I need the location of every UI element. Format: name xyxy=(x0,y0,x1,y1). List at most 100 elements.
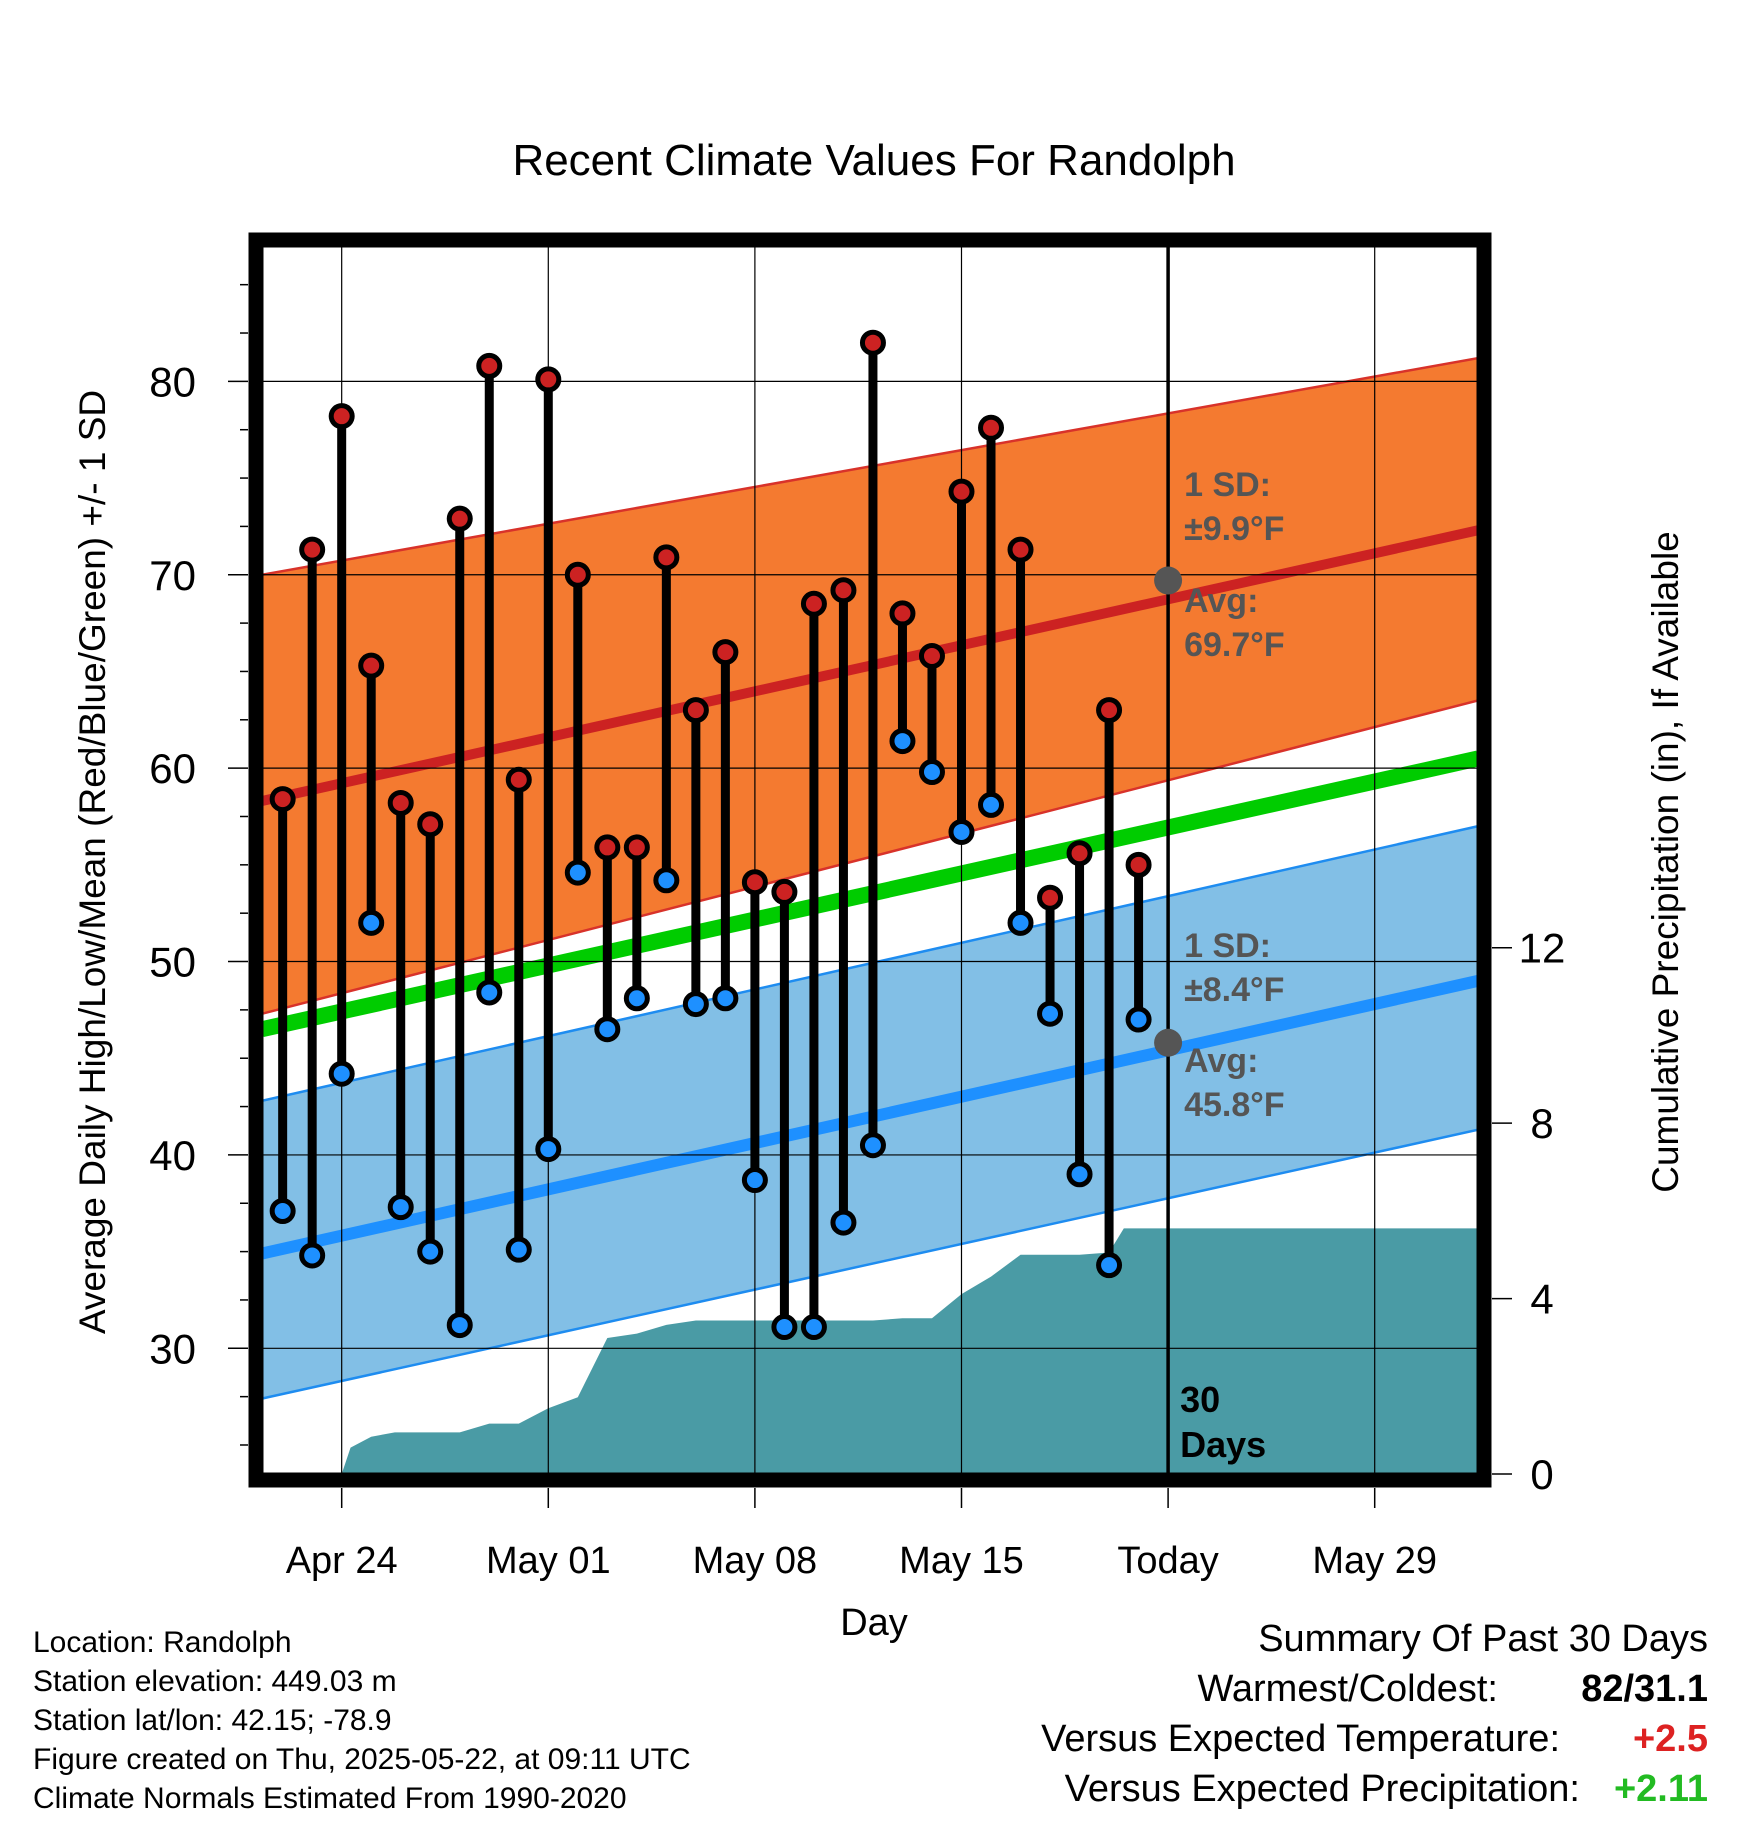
today-days-label: 30 xyxy=(1180,1379,1220,1420)
y-tick-label: 80 xyxy=(149,358,196,405)
high-sd-label: 1 SD: xyxy=(1184,466,1271,504)
daily-high-point xyxy=(1037,884,1064,911)
y-tick-label: 70 xyxy=(149,552,196,599)
daily-high-point xyxy=(1096,697,1123,724)
today-high-avg-marker xyxy=(1154,566,1183,595)
normals-text: Climate Normals Estimated From 1990-2020 xyxy=(33,1782,627,1815)
daily-low-point xyxy=(1096,1252,1123,1279)
daily-low-point xyxy=(712,985,739,1012)
location-text: Location: Randolph xyxy=(33,1626,292,1659)
daily-low-point xyxy=(682,991,709,1018)
daily-high-point xyxy=(918,642,945,669)
daily-low-point xyxy=(889,728,916,755)
y2-tick-label: 4 xyxy=(1530,1276,1553,1323)
warmest-value: 82/31.1 xyxy=(1581,1668,1708,1710)
elevation-text: Station elevation: 449.03 m xyxy=(33,1665,397,1698)
chart-title: Recent Climate Values For Randolph xyxy=(512,136,1235,185)
daily-low-point xyxy=(1125,1006,1152,1033)
high-sd-value: ±9.9°F xyxy=(1184,510,1284,548)
daily-high-point xyxy=(387,789,414,816)
today-days-label: Days xyxy=(1180,1424,1266,1465)
today-low-avg-marker xyxy=(1154,1028,1183,1057)
y2-tick-label: 12 xyxy=(1519,925,1566,972)
x-tick-label: May 08 xyxy=(693,1540,818,1582)
daily-high-point xyxy=(653,544,680,571)
daily-high-point xyxy=(1125,851,1152,878)
summary-warmest-row: Warmest/Coldest: 82/31.1 xyxy=(0,1668,1748,1718)
y2-tick-label: 8 xyxy=(1530,1100,1553,1147)
daily-high-point xyxy=(800,590,827,617)
daily-high-point xyxy=(830,577,857,604)
summary-precip-row: Versus Expected Precipitation: +2.11 xyxy=(0,1768,1748,1818)
summary-title: Summary Of Past 30 Days xyxy=(1258,1618,1708,1660)
daily-high-point xyxy=(741,869,768,896)
daily-low-point xyxy=(446,1312,473,1339)
high-avg-value: 69.7°F xyxy=(1184,626,1285,664)
daily-high-point xyxy=(978,414,1005,441)
x-tick-label: Apr 24 xyxy=(286,1540,398,1582)
daily-low-point xyxy=(535,1136,562,1163)
daily-high-point xyxy=(564,561,591,588)
daily-low-point xyxy=(978,791,1005,818)
daily-high-point xyxy=(1066,840,1093,867)
daily-high-point xyxy=(417,811,444,838)
daily-high-point xyxy=(682,697,709,724)
y-tick-label: 60 xyxy=(149,745,196,792)
daily-low-point xyxy=(1007,909,1034,936)
daily-high-point xyxy=(859,329,886,356)
daily-high-point xyxy=(269,786,296,813)
plot-area: 1 SD: ±9.9°F Avg: 69.7°F 1 SD: ±8.4°F Avg: 45.8… xyxy=(262,246,1478,1474)
daily-high-point xyxy=(535,366,562,393)
daily-low-point xyxy=(417,1238,444,1265)
y-tick-label: 30 xyxy=(149,1325,196,1372)
daily-low-point xyxy=(328,1060,355,1087)
y-tick-label: 40 xyxy=(149,1132,196,1179)
x-axis-label: Day xyxy=(840,1602,908,1644)
daily-low-point xyxy=(594,1016,621,1043)
daily-high-point xyxy=(299,536,326,563)
daily-low-point xyxy=(1037,1000,1064,1027)
summary-temp-row: Versus Expected Temperature: +2.5 xyxy=(0,1718,1748,1768)
daily-low-point xyxy=(1066,1161,1093,1188)
high-avg-label: Avg: xyxy=(1184,582,1258,620)
daily-low-point xyxy=(387,1194,414,1221)
low-avg-label: Avg: xyxy=(1184,1042,1258,1080)
daily-high-point xyxy=(594,834,621,861)
daily-high-point xyxy=(1007,536,1034,563)
daily-high-point xyxy=(889,600,916,627)
daily-low-point xyxy=(299,1242,326,1269)
x-tick-label: Today xyxy=(1117,1540,1218,1582)
daily-low-point xyxy=(830,1209,857,1236)
precipitation-area xyxy=(341,1228,1478,1474)
daily-high-point xyxy=(712,639,739,666)
daily-low-point xyxy=(741,1167,768,1194)
x-tick-label: May 15 xyxy=(899,1540,1024,1582)
daily-low-point xyxy=(771,1314,798,1341)
y2-tick-label: 0 xyxy=(1530,1451,1553,1498)
plot-frame xyxy=(248,232,1492,1488)
daily-low-point xyxy=(505,1236,532,1263)
temp-label: Versus Expected Temperature: xyxy=(1041,1718,1560,1760)
x-tick-label: May 29 xyxy=(1312,1540,1437,1582)
daily-high-point xyxy=(358,652,385,679)
daily-low-point xyxy=(859,1132,886,1159)
daily-low-point xyxy=(269,1197,296,1224)
daily-low-point xyxy=(918,759,945,786)
daily-high-point xyxy=(623,834,650,861)
low-avg-value: 45.8°F xyxy=(1184,1086,1285,1124)
daily-high-point xyxy=(505,766,532,793)
warmest-label: Warmest/Coldest: xyxy=(1197,1668,1498,1710)
y2-axis-label: Cumulative Precipitation (in), If Availa… xyxy=(1645,531,1686,1193)
daily-low-point xyxy=(623,985,650,1012)
daily-low-point xyxy=(564,859,591,886)
precip-label: Versus Expected Precipitation: xyxy=(1064,1768,1580,1810)
y-tick-label: 50 xyxy=(149,939,196,986)
daily-low-point xyxy=(948,818,975,845)
daily-low-point xyxy=(800,1314,827,1341)
temp-value: +2.5 xyxy=(1632,1718,1708,1760)
daily-high-point xyxy=(476,352,503,379)
precip-value: +2.11 xyxy=(1613,1768,1708,1810)
y-axis-label: Average Daily High/Low/Mean (Red/Blue/Gr… xyxy=(72,390,113,1334)
low-sd-value: ±8.4°F xyxy=(1184,971,1284,1009)
